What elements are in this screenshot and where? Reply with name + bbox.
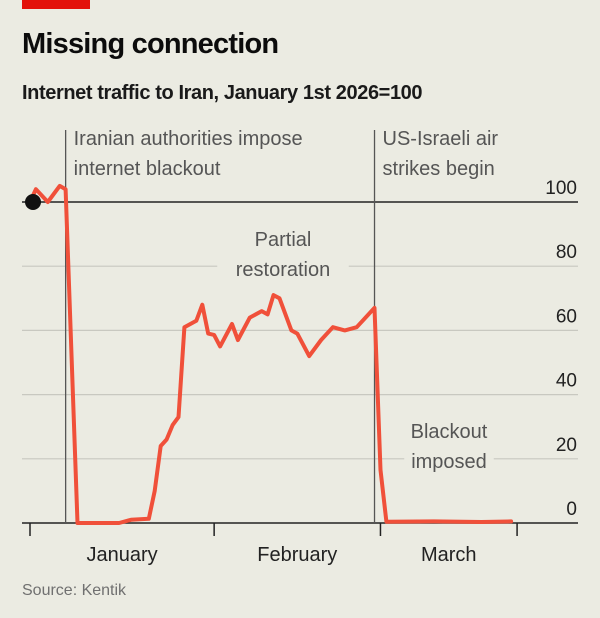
chart-label: Partial <box>255 229 312 251</box>
annotation-label: Iranian authorities impose <box>74 128 303 150</box>
label-mask <box>399 418 499 444</box>
source-note: Source: Kentik <box>22 582 127 599</box>
y-tick-label: 100 <box>545 178 577 199</box>
traffic-line <box>28 183 514 525</box>
annotation-label: strikes begin <box>383 158 495 180</box>
annotation-label: US-Israeli air <box>383 128 499 150</box>
x-month-label: March <box>421 544 477 566</box>
x-month-label: February <box>257 544 337 566</box>
y-tick-label: 0 <box>566 499 577 520</box>
y-tick-label: 20 <box>556 435 577 456</box>
chart-label: Blackout <box>411 421 488 443</box>
annotation-label: internet blackout <box>74 158 221 180</box>
chart-subtitle: Internet traffic to Iran, January 1st 20… <box>22 82 423 104</box>
chart-label: imposed <box>411 451 487 473</box>
chart-label: restoration <box>236 259 331 281</box>
y-tick-label: 80 <box>556 242 577 263</box>
chart-title: Missing connection <box>22 28 279 60</box>
brand-red-bar <box>22 0 90 9</box>
y-tick-label: 60 <box>556 306 577 327</box>
x-month-label: January <box>86 544 157 566</box>
index-start-dot <box>25 194 41 210</box>
label-mask <box>238 226 328 252</box>
label-mask <box>404 448 494 474</box>
label-mask <box>217 256 349 282</box>
y-tick-label: 40 <box>556 371 577 392</box>
